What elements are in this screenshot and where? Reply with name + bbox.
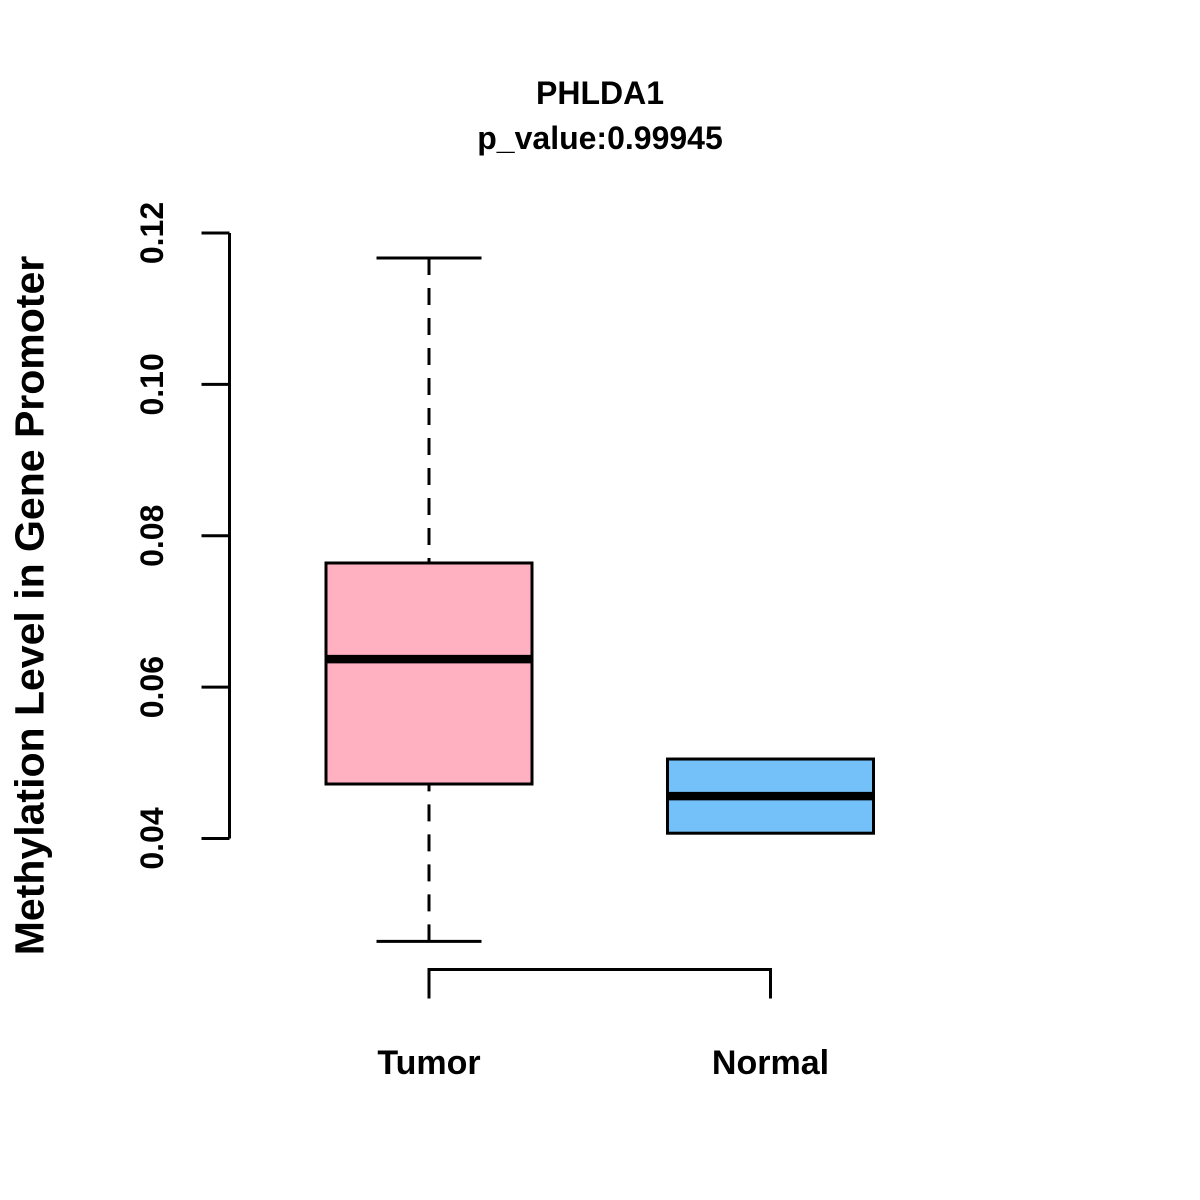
y-tick-label: 0.12: [134, 202, 170, 264]
x-axis-bracket: [427, 968, 772, 999]
y-tick-label: 0.08: [134, 505, 170, 567]
y-tick-label: 0.10: [134, 353, 170, 415]
x-category-label-normal: Normal: [712, 1044, 829, 1082]
chart-subtitle: p_value:0.99945: [477, 120, 723, 156]
y-tick-label: 0.04: [134, 807, 170, 869]
x-category-label-tumor: Tumor: [377, 1044, 480, 1082]
box-tumor: [324, 561, 534, 786]
chart-title: PHLDA1: [535, 75, 664, 111]
y-tick-label: 0.06: [134, 656, 170, 718]
title-block: PHLDA1 p_value:0.99945: [0, 71, 1200, 161]
